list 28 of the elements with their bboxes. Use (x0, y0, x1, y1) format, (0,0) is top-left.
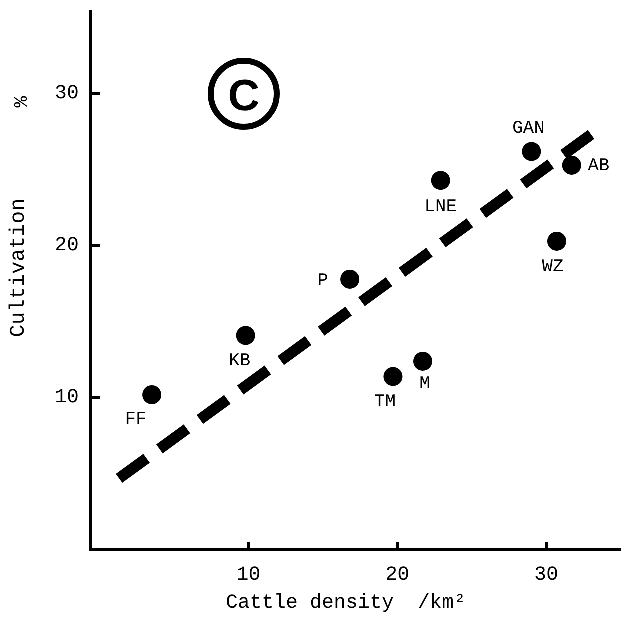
annotation: AB (588, 156, 610, 176)
point (413, 352, 432, 372)
y-tick-label: 20 (54, 234, 79, 258)
annotation: FF (125, 410, 147, 430)
x-tick-label: 30 (534, 564, 559, 587)
point (236, 326, 256, 346)
y-tick-label: 10 (54, 386, 79, 410)
annotation: WZ (542, 257, 564, 278)
point (340, 270, 360, 289)
point (142, 385, 162, 404)
text: % (11, 96, 33, 108)
annotation: M (420, 374, 430, 395)
annotation: P (318, 271, 328, 292)
y-axis-title: Cultivation (8, 198, 31, 338)
x-tick-label: 20 (386, 564, 410, 587)
point (431, 171, 450, 190)
point (384, 367, 403, 386)
annotation: TM (374, 392, 396, 413)
annotation: LNE (424, 198, 458, 218)
annotation: KB (229, 352, 251, 372)
y-tick-label: 30 (54, 82, 79, 106)
point (547, 232, 566, 251)
x-tick-label: 10 (236, 564, 261, 587)
point (522, 142, 542, 162)
x-axis-title: Cattle density /km² (226, 592, 466, 615)
point (562, 156, 582, 175)
annotation: C (228, 72, 260, 120)
annotation: GAN (512, 118, 545, 139)
